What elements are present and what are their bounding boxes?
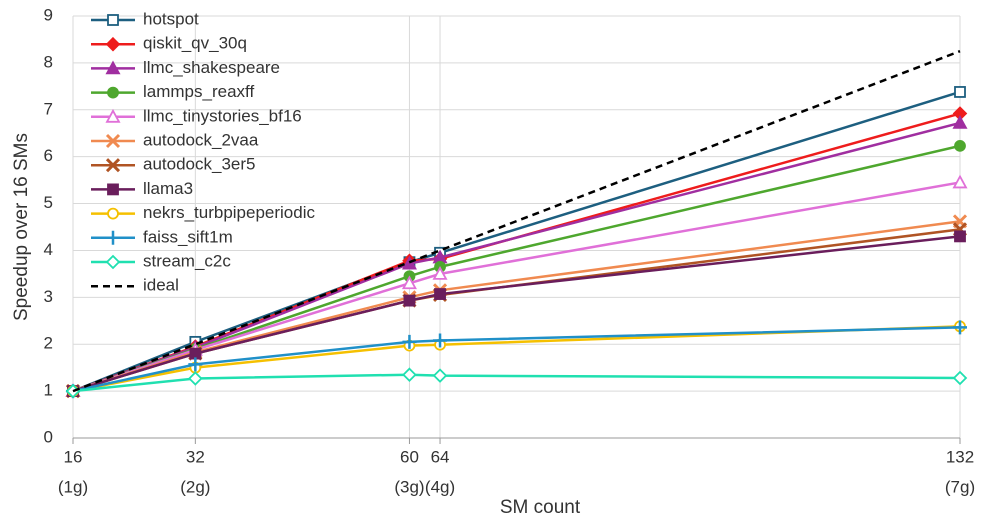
- marker: [952, 370, 968, 386]
- x-tick-label: 132: [946, 447, 974, 466]
- legend-marker: [107, 183, 119, 196]
- marker: [434, 288, 446, 300]
- legend-label: stream_c2c: [143, 251, 231, 270]
- marker: [954, 86, 966, 98]
- marker: [189, 347, 202, 360]
- x-tick-group-label: (2g): [180, 477, 210, 496]
- y-tick-label: 6: [44, 146, 53, 165]
- legend-label: llama3: [143, 179, 193, 198]
- legend-label: lammps_reaxff: [143, 82, 254, 101]
- x-tick-group-label: (3g): [394, 477, 424, 496]
- legend-label: llmc_shakespeare: [143, 58, 280, 77]
- marker: [954, 230, 966, 243]
- legend-label: qiskit_qv_30q: [143, 34, 247, 53]
- x-tick-label: 32: [186, 447, 205, 466]
- marker: [403, 294, 416, 307]
- y-tick-label: 1: [44, 381, 53, 400]
- x-tick-group-label: (4g): [425, 477, 455, 496]
- y-tick-label: 3: [44, 287, 53, 306]
- marker: [432, 368, 448, 383]
- y-tick-label: 7: [44, 99, 53, 118]
- y-tick-label: 0: [44, 427, 53, 446]
- legend-marker: [107, 207, 119, 220]
- legend-label: llmc_tinystories_bf16: [143, 106, 302, 125]
- legend-marker: [107, 86, 119, 99]
- y-tick-label: 9: [44, 5, 53, 24]
- series-line: [72, 49, 961, 393]
- x-tick-label: 60: [400, 447, 419, 466]
- marker: [954, 139, 966, 152]
- series-line: [72, 325, 961, 393]
- marker: [432, 266, 448, 280]
- marker: [402, 334, 417, 349]
- legend-marker: [105, 60, 121, 75]
- x-tick-label: 64: [431, 447, 450, 466]
- y-tick-label: 4: [44, 240, 53, 259]
- legend-label: faiss_sift1m: [143, 227, 233, 246]
- x-axis-title: SM count: [500, 497, 581, 518]
- marker: [952, 174, 968, 189]
- marker: [952, 115, 968, 129]
- x-tick-group-label: (1g): [58, 477, 88, 496]
- legend-marker: [105, 108, 121, 123]
- x-tick-group-label: (7g): [945, 477, 975, 496]
- legend-marker: [106, 230, 120, 245]
- legend-label: ideal: [143, 276, 179, 295]
- y-tick-label: 5: [44, 193, 53, 212]
- marker: [188, 371, 203, 386]
- marker: [433, 333, 448, 348]
- marker: [401, 255, 417, 270]
- legend-marker: [105, 158, 121, 173]
- series-line: [72, 373, 961, 393]
- y-tick-label: 2: [44, 334, 53, 353]
- legend-marker: [107, 14, 119, 26]
- legend-marker: [105, 254, 121, 270]
- y-tick-label: 8: [44, 52, 53, 71]
- marker: [188, 357, 203, 372]
- legend-label: nekrs_turbpipeperiodic: [143, 203, 315, 222]
- marker: [953, 320, 967, 335]
- marker: [402, 367, 417, 382]
- marker: [401, 275, 417, 290]
- legend-label: autodock_3er5: [143, 155, 255, 174]
- legend-label: autodock_2vaa: [143, 130, 259, 149]
- y-axis-title: Speedup over 16 SMs: [11, 133, 32, 321]
- legend-marker: [105, 133, 121, 149]
- legend-marker: [105, 36, 121, 52]
- legend-label: hotspot: [143, 9, 199, 28]
- x-tick-label: 16: [64, 447, 83, 466]
